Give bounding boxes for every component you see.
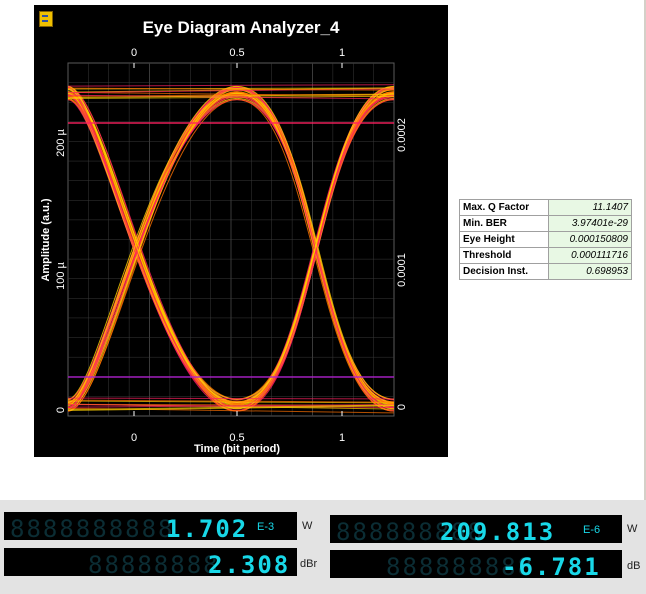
x-axis-label: Time (bit period): [194, 443, 280, 455]
table-row: Eye Height 0.000150809: [459, 231, 632, 248]
lcd-value: 209.813: [440, 518, 556, 546]
unit-label: W: [302, 520, 313, 532]
panel-border: [644, 0, 646, 500]
eye-trace: [67, 397, 395, 400]
lcd-value: 2.308: [208, 551, 291, 579]
power-meter-w-left: 8888888888 1.702 E-3: [4, 512, 297, 543]
eye-results-table: Max. Q Factor 11.1407 Min. BER 3.97401e-29…: [459, 199, 632, 280]
result-value: 0.000150809: [548, 231, 632, 248]
eye-traces: [67, 84, 395, 414]
power-meter-panel: 8888888888 1.702 E-3 W 88888888 2.308 dB…: [0, 500, 646, 594]
power-meter-w-right: 888888888 209.813 E-6: [330, 515, 622, 546]
table-row: Max. Q Factor 11.1407: [459, 199, 632, 216]
eye-trace: [67, 85, 395, 404]
unit-label: dBr: [300, 558, 318, 570]
top-tick-2: 1: [339, 47, 345, 59]
bottom-tick-0: 0: [131, 432, 137, 444]
eye-trace: [67, 94, 395, 100]
table-row: Min. BER 3.97401e-29: [459, 215, 632, 232]
result-label: Decision Inst.: [459, 263, 549, 280]
eye-trace: [67, 91, 395, 97]
lcd-value: 1.702: [166, 515, 249, 543]
lcd-ghost-digits: 88888888: [88, 551, 220, 579]
bottom-tick-2: 1: [339, 432, 345, 444]
right-tick-0002: 0.0002: [396, 118, 408, 152]
eye-trace: [67, 93, 395, 99]
top-tick-0: 0: [131, 47, 137, 59]
analyzer-panel: Eye Diagram Analyzer_4 0 0.5 1 0 0.5 1 T…: [34, 0, 646, 500]
power-meter-db: 888888888 -6.781: [330, 550, 622, 581]
eye-trace: [67, 95, 395, 408]
lcd-value: -6.781: [502, 553, 601, 581]
window-title: Eye Diagram Analyzer_4: [142, 18, 340, 37]
left-tick-100u: 100 µ: [55, 261, 67, 289]
eye-trace: [67, 404, 395, 408]
y-axis-label: Amplitude (a.u.): [40, 198, 52, 281]
eye-trace: [67, 399, 395, 403]
unit-label: W: [627, 523, 638, 535]
lcd-exponent: E-6: [583, 524, 601, 536]
right-tick-0: 0: [396, 404, 408, 410]
table-row: Decision Inst. 0.698953: [459, 263, 632, 280]
result-label: Max. Q Factor: [459, 199, 549, 216]
result-value: 0.000111716: [548, 247, 632, 264]
eye-trace: [67, 404, 395, 411]
eye-trace: [67, 99, 395, 412]
unit-label: dB: [627, 560, 641, 572]
left-tick-200u: 200 µ: [55, 128, 67, 156]
eye-diagram-plot: 0 0.5 1 0 0.5 1 Time (bit period) Amplit…: [40, 47, 408, 455]
eye-trace: [67, 84, 395, 87]
result-value: 11.1407: [548, 199, 632, 216]
result-label: Threshold: [459, 247, 549, 264]
top-tick-1: 0.5: [229, 47, 244, 59]
eye-trace: [67, 400, 395, 404]
eye-trace: [67, 85, 395, 404]
window-menu-icon[interactable]: [39, 11, 53, 27]
axis-ticks: [133, 63, 343, 416]
bottom-tick-1: 0.5: [229, 432, 244, 444]
lcd-exponent: E-3: [257, 521, 275, 533]
eye-diagram-window: Eye Diagram Analyzer_4 0 0.5 1 0 0.5 1 T…: [34, 5, 448, 457]
result-label: Eye Height: [459, 231, 549, 248]
eye-trace: [67, 405, 395, 412]
result-label: Min. BER: [459, 215, 549, 232]
lcd-ghost-digits: 888888888: [336, 518, 485, 546]
result-value: 3.97401e-29: [548, 215, 632, 232]
result-value: 0.698953: [548, 263, 632, 280]
right-tick-0001: 0.0001: [396, 253, 408, 287]
eye-trace: [67, 87, 395, 91]
power-meter-dbr: 88888888 2.308: [4, 548, 297, 579]
lcd-ghost-digits: 888888888: [386, 553, 535, 581]
lcd-ghost-digits: 8888888888: [10, 515, 175, 543]
table-row: Threshold 0.000111716: [459, 247, 632, 264]
left-tick-0: 0: [55, 407, 67, 413]
